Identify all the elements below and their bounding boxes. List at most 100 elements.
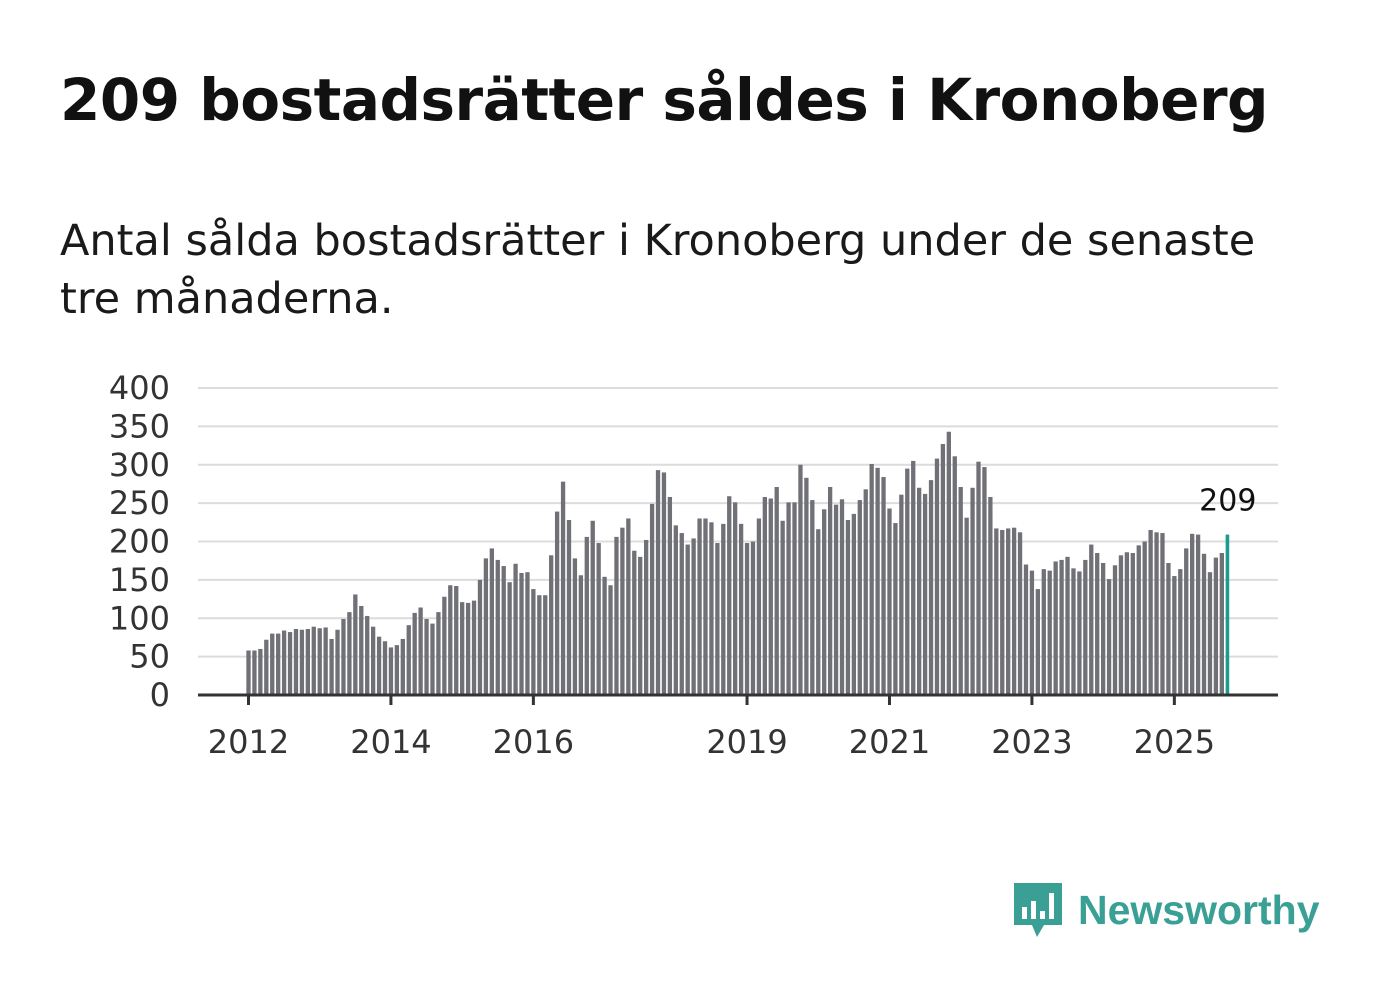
bar xyxy=(875,467,880,695)
bar xyxy=(1195,534,1201,695)
bar xyxy=(1172,576,1177,695)
bar xyxy=(1190,533,1195,695)
bar xyxy=(851,513,857,695)
bar xyxy=(513,563,518,695)
bar xyxy=(376,636,382,695)
bar xyxy=(887,508,892,695)
bar xyxy=(620,527,625,695)
x-tick-label: 2023 xyxy=(991,723,1072,761)
bar xyxy=(1041,569,1046,695)
bar xyxy=(329,638,334,695)
bar xyxy=(507,582,512,695)
bar xyxy=(798,464,803,695)
bar xyxy=(246,650,251,695)
y-tick-label: 400 xyxy=(109,369,170,407)
bar xyxy=(400,638,405,695)
bar xyxy=(810,500,815,695)
bar xyxy=(952,456,957,695)
bar xyxy=(697,518,702,695)
bar xyxy=(584,536,589,695)
bar xyxy=(691,538,696,695)
bar xyxy=(655,470,661,695)
bar xyxy=(626,518,631,695)
bar xyxy=(1059,559,1064,695)
bar xyxy=(264,639,269,695)
bar xyxy=(406,625,411,695)
bar xyxy=(287,632,293,695)
bar xyxy=(869,463,874,695)
bar xyxy=(905,468,910,695)
bar xyxy=(341,619,346,695)
y-tick-label: 300 xyxy=(109,446,170,484)
bar-chart-speech-bubble-icon xyxy=(1014,883,1062,937)
bar xyxy=(1112,565,1118,695)
chart-subtitle: Antal sålda bostadsrätter i Kronoberg un… xyxy=(60,216,1256,324)
x-tick-label: 2025 xyxy=(1134,723,1215,761)
x-tick-label: 2014 xyxy=(350,723,431,761)
bar xyxy=(1213,557,1219,695)
bar xyxy=(560,481,566,695)
bar xyxy=(305,629,310,695)
bar xyxy=(673,525,678,695)
bar xyxy=(1029,570,1035,695)
bar xyxy=(442,596,447,695)
bar xyxy=(543,595,548,695)
bar xyxy=(276,633,281,695)
bar xyxy=(549,555,554,695)
bar xyxy=(644,539,649,695)
bar xyxy=(252,650,257,695)
bar xyxy=(940,444,946,695)
bar xyxy=(394,645,400,695)
bar xyxy=(483,558,489,695)
bar xyxy=(1006,528,1011,695)
bar xyxy=(911,460,916,695)
bar xyxy=(270,633,275,695)
bar xyxy=(792,502,797,695)
bar xyxy=(596,543,601,695)
bar xyxy=(1118,555,1124,695)
bar xyxy=(489,548,494,695)
bar xyxy=(750,541,756,695)
bar xyxy=(1142,541,1147,695)
bar xyxy=(281,630,287,695)
bar xyxy=(418,607,423,695)
bar xyxy=(430,623,435,695)
bar-latest xyxy=(1225,534,1230,695)
chart-title: 209 bostadsrätter såldes i Kronoberg xyxy=(60,66,1269,134)
bar xyxy=(1017,532,1023,695)
bar xyxy=(970,487,975,695)
bar xyxy=(537,595,542,695)
bar xyxy=(460,602,465,695)
bar xyxy=(632,550,637,695)
bar xyxy=(917,487,922,695)
bar xyxy=(471,600,477,695)
bar xyxy=(738,523,744,695)
x-tick-label: 2016 xyxy=(493,723,574,761)
bar xyxy=(1011,527,1017,695)
bar xyxy=(679,533,684,695)
bar xyxy=(839,499,845,695)
bar xyxy=(685,544,690,695)
bar xyxy=(1100,562,1106,695)
bar xyxy=(822,509,827,695)
bar xyxy=(554,511,560,695)
y-tick-label: 350 xyxy=(109,407,170,445)
bar xyxy=(786,502,791,695)
bar xyxy=(863,489,868,695)
bar xyxy=(365,615,370,695)
bar xyxy=(1207,572,1213,695)
bar xyxy=(928,480,934,695)
bar xyxy=(709,522,714,695)
bar xyxy=(436,612,441,695)
bar xyxy=(1148,529,1153,695)
bar xyxy=(477,579,483,696)
bar xyxy=(964,517,969,695)
bar xyxy=(833,504,839,695)
bar xyxy=(667,496,673,695)
bar xyxy=(727,496,732,695)
bar xyxy=(934,458,940,695)
bar xyxy=(661,472,667,695)
bar xyxy=(465,602,471,695)
bar xyxy=(614,536,619,695)
bar xyxy=(649,503,655,695)
